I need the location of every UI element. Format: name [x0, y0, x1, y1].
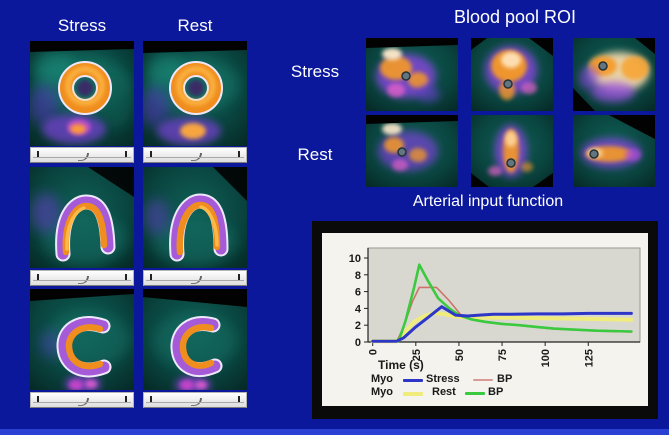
- scrollbar-thumb-notch: [191, 153, 202, 161]
- rest-short-axis-image: [143, 41, 247, 146]
- slice-scrollbar[interactable]: [30, 147, 134, 163]
- legend-myo-stress-swatch: [403, 379, 423, 382]
- scrollbar-left-mark: [150, 151, 152, 157]
- blood-pool-stress-image-1: [366, 38, 458, 111]
- y-tick-label: 0: [355, 337, 361, 349]
- legend-myo-stress-label: Myo: [371, 373, 393, 385]
- stress-vertical-long-axis-image: [30, 289, 134, 390]
- slice-scrollbar[interactable]: [143, 392, 247, 408]
- x-tick-label: 100: [540, 349, 552, 367]
- blood-pool-rest-image-1: [366, 115, 458, 187]
- roi-marker: [598, 61, 608, 71]
- slice-scrollbar[interactable]: [30, 392, 134, 408]
- slide-bottom-strip: [0, 429, 669, 435]
- blood-pool-stress-image-3: [573, 38, 655, 111]
- legend-stress-label: Stress: [426, 373, 460, 385]
- blood-pool-rest-image-2: [471, 115, 553, 187]
- legend-rest-label: Rest: [432, 386, 456, 398]
- left-column-header-stress: Stress: [57, 16, 107, 35]
- scrollbar-right-mark: [125, 151, 127, 157]
- scrollbar-right-mark: [238, 274, 240, 280]
- aif-chart-frame: 0 2 4 6 8 10 0 25 50 75 100 125 Time (s) Myo Stress…: [312, 221, 658, 419]
- rest-horizontal-long-axis-image: [143, 167, 247, 268]
- slice-scrollbar[interactable]: [30, 270, 134, 286]
- roi-marker: [506, 158, 516, 168]
- x-tick-label: 50: [454, 349, 466, 361]
- stress-horizontal-long-axis-image: [30, 167, 134, 268]
- y-tick-label: 6: [355, 287, 361, 299]
- legend-bp-stress-swatch: [473, 379, 493, 381]
- scrollbar-right-mark: [238, 151, 240, 157]
- scrollbar-thumb-notch: [191, 276, 202, 284]
- left-column-header-rest: Rest: [177, 16, 213, 35]
- legend-bp-stress-label: BP: [497, 373, 513, 385]
- x-tick-label: 25: [411, 349, 423, 361]
- scrollbar-right-mark: [238, 396, 240, 402]
- scrollbar-left-mark: [150, 396, 152, 402]
- series-myo-stress: [371, 305, 633, 343]
- blood-pool-row-label-stress: Stress: [290, 62, 340, 81]
- scrollbar-thumb-notch: [78, 153, 89, 161]
- blood-pool-row-label-rest: Rest: [297, 145, 333, 164]
- x-tick-label: 125: [583, 349, 595, 367]
- scrollbar-thumb-notch: [78, 398, 89, 406]
- legend-myo-rest-swatch: [403, 392, 423, 396]
- scrollbar-right-mark: [125, 396, 127, 402]
- scrollbar-right-mark: [125, 274, 127, 280]
- roi-marker: [589, 149, 599, 159]
- slice-scrollbar[interactable]: [143, 270, 247, 286]
- roi-marker: [503, 79, 513, 89]
- scrollbar-thumb-notch: [78, 276, 89, 284]
- slice-scrollbar[interactable]: [143, 147, 247, 163]
- blood-pool-stress-image-2: [471, 38, 553, 111]
- scrollbar-left-mark: [150, 274, 152, 280]
- legend-bp-rest-label: BP: [488, 386, 504, 398]
- y-tick-label: 2: [355, 320, 361, 332]
- y-tick-label: 4: [355, 303, 362, 315]
- blood-pool-rest-image-3: [573, 115, 655, 187]
- rest-vertical-long-axis-image: [143, 289, 247, 390]
- y-tick-label: 8: [355, 270, 361, 282]
- scrollbar-left-mark: [37, 396, 39, 402]
- stress-short-axis-image: [30, 41, 134, 146]
- y-tick-label: 10: [349, 253, 361, 265]
- scrollbar-left-mark: [37, 274, 39, 280]
- scrollbar-thumb-notch: [191, 398, 202, 406]
- scrollbar-left-mark: [37, 151, 39, 157]
- roi-marker: [401, 71, 411, 81]
- aif-title: Arterial input function: [412, 193, 564, 210]
- x-tick-label: 0: [368, 349, 380, 355]
- x-axis-label: Time (s): [378, 358, 424, 372]
- x-tick-label: 75: [497, 349, 509, 361]
- legend-bp-rest-swatch: [465, 392, 485, 395]
- blood-pool-title: Blood pool ROI: [453, 7, 577, 27]
- legend-myo-rest-label: Myo: [371, 386, 393, 398]
- roi-marker: [397, 147, 407, 157]
- aif-chart-panel: 0 2 4 6 8 10 0 25 50 75 100 125 Time (s) Myo Stress…: [322, 233, 648, 406]
